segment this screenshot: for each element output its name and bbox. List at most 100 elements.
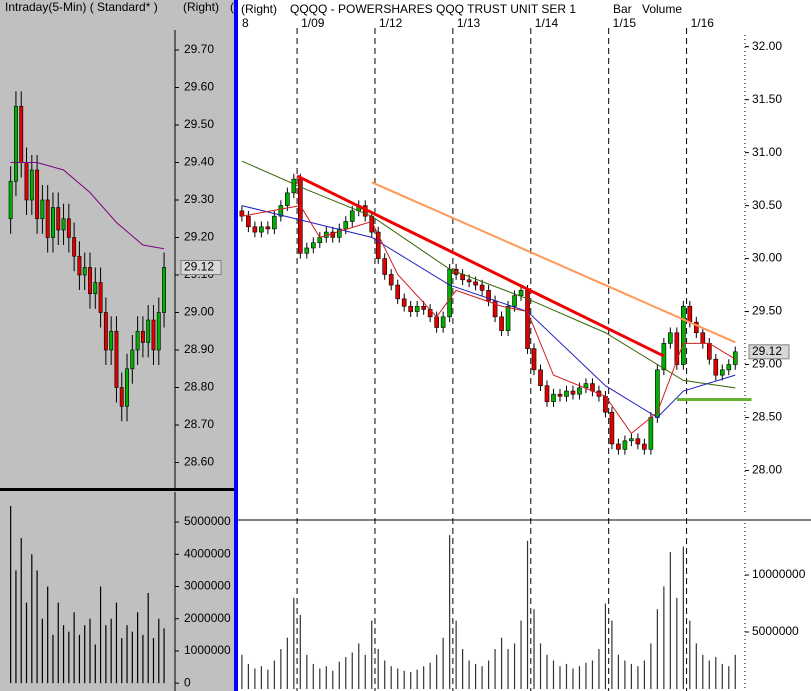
candle-body xyxy=(414,305,420,312)
candle-body xyxy=(72,237,77,257)
candle-body xyxy=(557,393,563,397)
candle-body xyxy=(583,383,589,389)
candle-body xyxy=(239,210,245,217)
last-price-label: 29.12 xyxy=(184,260,214,274)
candle-body xyxy=(577,387,582,395)
candle-body xyxy=(130,349,135,370)
last-price-label: 29.12 xyxy=(752,344,782,358)
candle-body xyxy=(564,390,569,397)
moving-average xyxy=(241,205,736,435)
candle-body xyxy=(681,305,686,365)
plot-layer: 29.7029.6029.5029.4029.3029.2029.1029.00… xyxy=(8,16,806,691)
candle-body xyxy=(693,321,699,334)
candle-body xyxy=(330,231,336,238)
candle-body xyxy=(408,305,413,312)
candle-body xyxy=(272,215,277,230)
candle-body xyxy=(655,369,660,418)
candle-body xyxy=(51,207,55,238)
candle-body xyxy=(103,312,108,351)
candle-body xyxy=(687,305,693,323)
candle-body xyxy=(146,319,151,343)
candle-body xyxy=(700,332,706,344)
candle-body xyxy=(531,348,537,371)
y-tick-label: 30.50 xyxy=(752,198,782,212)
x-tick-label: 1/15 xyxy=(613,16,637,30)
candle-body xyxy=(343,221,349,230)
pane-separator xyxy=(234,0,238,691)
candle-body xyxy=(434,316,439,328)
y-tick-label: 28.00 xyxy=(752,463,782,477)
x-tick-label: 1/16 xyxy=(691,16,715,30)
candle-body xyxy=(19,105,24,163)
candle-body xyxy=(616,443,621,450)
candle-body xyxy=(246,215,251,228)
candle-body xyxy=(109,330,114,351)
candle-body xyxy=(135,330,140,351)
candle-body xyxy=(622,440,628,450)
candle-body xyxy=(505,305,511,331)
last-price-box xyxy=(748,344,790,360)
y-tick-label: 1000000 xyxy=(184,643,231,657)
candle-body xyxy=(440,316,446,328)
candle-body xyxy=(259,226,264,233)
candle-body xyxy=(395,284,401,300)
candle-body xyxy=(447,268,452,318)
y-tick-label: 28.70 xyxy=(184,417,214,431)
y-tick-label: 28.50 xyxy=(752,410,782,424)
candle-body xyxy=(88,267,92,295)
candle-body xyxy=(479,284,485,291)
candle-body xyxy=(162,267,167,313)
y-tick-label: 29.40 xyxy=(184,155,214,169)
y-tick-label: 28.80 xyxy=(184,380,214,394)
series-label: Volume xyxy=(642,2,682,16)
candle-body xyxy=(726,364,732,371)
candle-body xyxy=(40,199,45,220)
left-divider xyxy=(0,488,234,491)
candle-body xyxy=(382,258,388,275)
y-tick-label: 29.50 xyxy=(752,304,782,318)
candle-body xyxy=(56,207,61,231)
moving-average xyxy=(241,160,736,389)
candle-body xyxy=(119,387,124,407)
candle-body xyxy=(544,385,550,402)
candle-body xyxy=(421,305,426,310)
candle-body xyxy=(719,369,725,376)
y-tick-label: 5000000 xyxy=(184,514,231,528)
candle-body xyxy=(285,192,290,206)
candle-body xyxy=(317,237,323,243)
candle-body xyxy=(349,210,355,222)
y-tick-label: 4000000 xyxy=(184,546,231,560)
candle-body xyxy=(66,218,71,238)
candle-body xyxy=(13,105,18,182)
left-header-clip: ( xyxy=(230,0,234,14)
candle-body xyxy=(265,226,271,230)
candle-body xyxy=(98,282,103,313)
candle-body xyxy=(151,319,156,351)
candle-body xyxy=(45,199,50,238)
candle-body xyxy=(570,390,576,395)
candle-body xyxy=(648,417,654,450)
candle-body xyxy=(609,411,615,445)
y-tick-label: 29.30 xyxy=(184,192,214,206)
left-axis-side: (Right) xyxy=(183,0,219,14)
y-tick-label: 10000000 xyxy=(752,567,806,581)
y-tick-label: 29.00 xyxy=(184,305,214,319)
candle-body xyxy=(629,438,634,442)
y-tick-label: 0 xyxy=(184,675,191,689)
y-tick-label: 29.20 xyxy=(184,230,214,244)
candle-body xyxy=(551,393,556,402)
candle-body xyxy=(24,162,29,201)
y-tick-label: 3000000 xyxy=(184,579,231,593)
x-tick-label: 1/12 xyxy=(379,16,403,30)
candle-body xyxy=(298,178,303,254)
candle-body xyxy=(310,242,316,249)
y-tick-label: 32.00 xyxy=(752,39,782,53)
candle-body xyxy=(713,358,719,376)
y-tick-label: 29.70 xyxy=(184,42,214,56)
y-tick-label: 30.00 xyxy=(752,251,782,265)
trend-line xyxy=(371,181,736,344)
right-pane-bg xyxy=(238,0,811,691)
candle-body xyxy=(538,369,543,387)
right-title: QQQQ - POWERSHARES QQQ TRUST UNIT SER 1 xyxy=(290,2,576,16)
